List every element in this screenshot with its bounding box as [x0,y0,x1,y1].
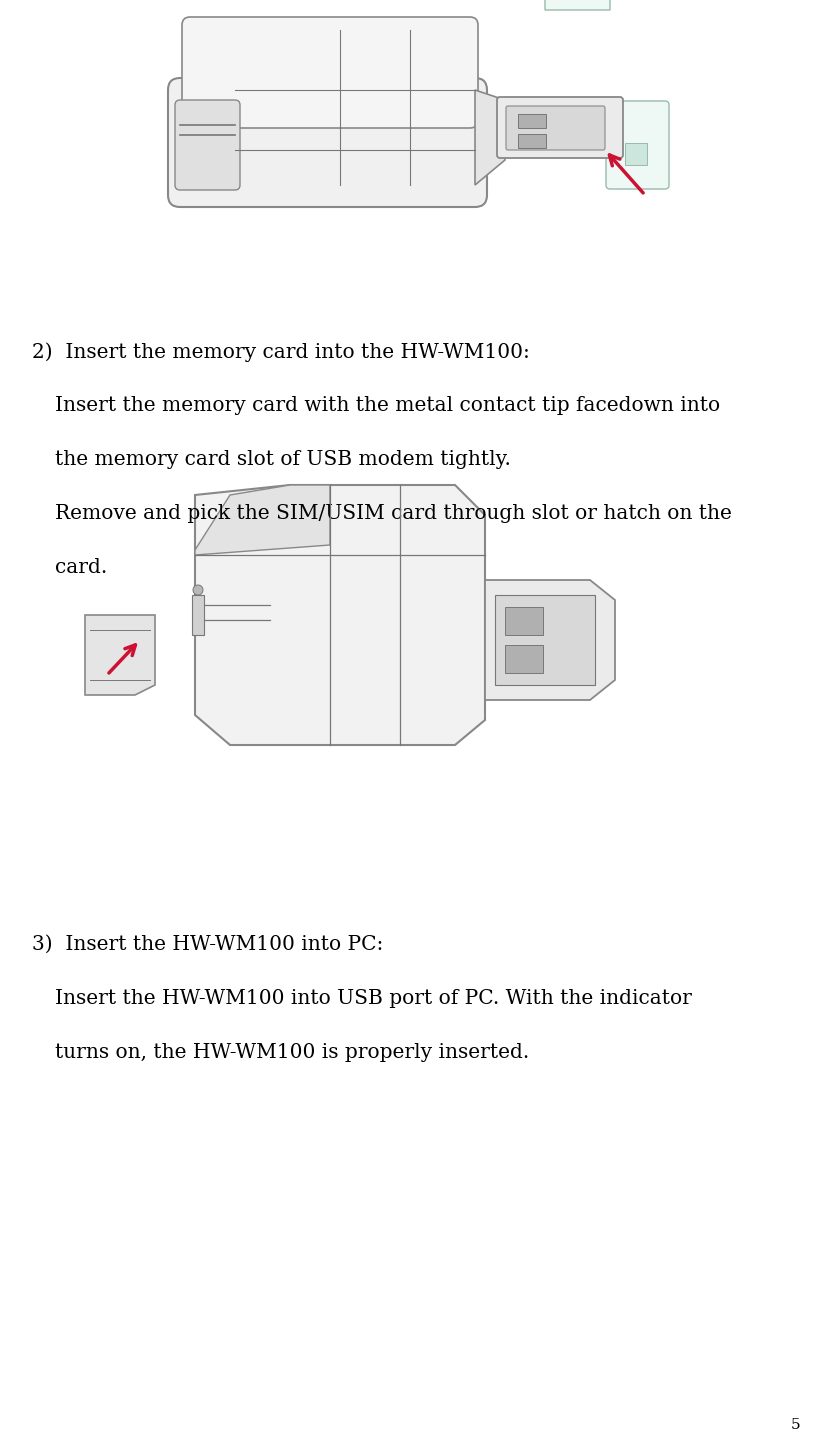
Text: 2)  Insert the memory card into the HW-WM100:: 2) Insert the memory card into the HW-WM… [32,342,529,362]
Bar [518,115,545,128]
Bar [505,608,542,635]
Circle shape [192,584,203,594]
Polygon shape [474,90,505,186]
Polygon shape [85,615,155,695]
Polygon shape [484,580,614,700]
Polygon shape [495,594,595,684]
Polygon shape [195,484,484,745]
Bar [192,594,204,635]
Text: Insert the memory card with the metal contact tip facedown into: Insert the memory card with the metal co… [55,396,719,415]
Text: 3)  Insert the HW-WM100 into PC:: 3) Insert the HW-WM100 into PC: [32,935,383,954]
Bar [624,144,646,165]
Text: the memory card slot of USB modem tightly.: the memory card slot of USB modem tightl… [55,450,510,470]
Text: Insert the HW-WM100 into USB port of PC. With the indicator: Insert the HW-WM100 into USB port of PC.… [55,989,691,1008]
Text: turns on, the HW-WM100 is properly inserted.: turns on, the HW-WM100 is properly inser… [55,1043,528,1063]
FancyBboxPatch shape [174,100,240,190]
Polygon shape [195,484,329,555]
Text: 5: 5 [790,1418,799,1433]
Bar [518,133,545,148]
Polygon shape [545,0,609,10]
FancyBboxPatch shape [182,17,477,128]
Bar [505,645,542,673]
FancyBboxPatch shape [168,78,486,207]
FancyBboxPatch shape [496,97,622,158]
FancyBboxPatch shape [605,102,668,188]
Text: card.: card. [55,558,107,577]
Text: Remove and pick the SIM/USIM card through slot or hatch on the: Remove and pick the SIM/USIM card throug… [55,505,731,523]
FancyBboxPatch shape [505,106,604,149]
